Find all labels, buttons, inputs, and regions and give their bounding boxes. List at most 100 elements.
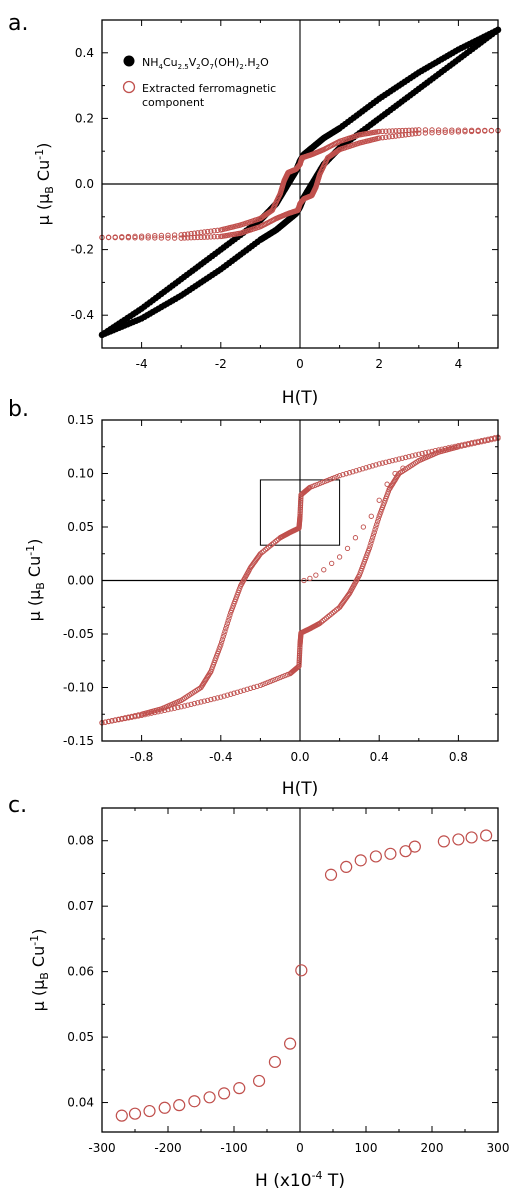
data-point-ferro-up <box>297 647 303 653</box>
data-point-ferro-up <box>488 436 495 443</box>
data-point-ferro-down <box>214 227 221 234</box>
data-point-ferro-down <box>224 620 231 626</box>
data-point-ferro-down <box>219 636 226 642</box>
data-point-ferro-up <box>191 234 198 241</box>
data-point-ferro-down <box>298 494 304 500</box>
data-point <box>268 1055 282 1069</box>
data-point-ferro-up <box>195 700 201 706</box>
data-point-ferro-up <box>168 706 174 712</box>
data-point-ferro-up <box>485 437 491 443</box>
data-point-ferro-up <box>373 524 379 530</box>
data-point-virgin <box>376 497 382 503</box>
data-point-ferro-up <box>142 711 148 718</box>
zoom-region-box <box>259 479 341 546</box>
data-point-ferro-up <box>482 438 488 444</box>
data-point-ferro-down <box>356 467 363 473</box>
data-point-ferro-up <box>409 131 415 137</box>
data-point-ferro-up <box>109 718 115 724</box>
data-point-ferro-up <box>135 713 141 719</box>
data-point-ferro-up <box>122 715 128 722</box>
y-tick-label: 0.08 <box>67 834 94 848</box>
data-point-ferro-down <box>152 233 158 239</box>
data-point-ferro-up <box>389 133 396 140</box>
legend-filled-circle-icon <box>123 55 135 67</box>
data-point-virgin <box>329 560 335 567</box>
data-point <box>218 1087 231 1100</box>
data-point <box>295 964 308 977</box>
data-point-virgin <box>392 470 398 477</box>
data-point <box>203 1091 216 1104</box>
data-point-ferro-up <box>260 681 266 688</box>
data-point-virgin <box>360 524 367 530</box>
data-point <box>252 1074 266 1088</box>
y-tick-label: -0.4 <box>71 308 94 322</box>
data-point-ferro-down <box>336 472 343 479</box>
panel-c-ticks: -300 -200 -100 0 100 200 300 0.04 0.05 0.06 0.07 0.… <box>67 807 510 1155</box>
data-point-ferro-up <box>282 672 288 679</box>
data-point <box>384 847 397 860</box>
x-tick-label: 4 <box>455 357 463 371</box>
data-point-ferro-up <box>455 444 462 450</box>
y-tick-label: 0.04 <box>67 1096 94 1110</box>
data-point-ferro-up <box>125 234 132 241</box>
data-point-ferro-down <box>312 482 318 489</box>
data-point-ferro-up <box>198 234 204 241</box>
y-tick-label: 0.06 <box>67 965 94 979</box>
data-point-ferro-down <box>218 639 225 645</box>
data-point-ferro-down <box>396 456 402 462</box>
panel-c-label: c. <box>8 793 27 818</box>
data-point-ferro-up <box>119 234 125 241</box>
panel-a-ticks: -4 -2 0 2 4 -0.4 -0.2 0.0 0.2 0.4 <box>71 19 499 371</box>
data-point-ferro-up <box>171 235 178 241</box>
panel-b-y-axis-label: μ (μB Cu-1) <box>24 539 47 622</box>
data-point-ferro-up <box>386 134 392 140</box>
y-tick-label: 0.15 <box>67 413 94 427</box>
data-point-ferro-up <box>492 436 498 442</box>
data-point <box>452 833 465 846</box>
data-point-ferro-up <box>265 679 271 686</box>
x-tick-label: 0 <box>296 357 304 371</box>
data-point-ferro-up <box>393 133 399 139</box>
data-point-ferro-up <box>462 442 468 448</box>
x-tick-label: 0.8 <box>449 750 468 764</box>
data-point-ferro-down <box>334 473 340 480</box>
data-point <box>480 829 493 842</box>
x-tick-label: 100 <box>355 1141 378 1155</box>
data-point-ferro-up <box>374 519 381 525</box>
data-point-ferro-up <box>132 235 138 241</box>
data-point-ferro-up <box>468 128 475 135</box>
data-point-ferro-up <box>262 680 268 687</box>
data-point-ferro-down <box>409 453 415 459</box>
data-point-ferro-up <box>459 443 465 449</box>
data-point-ferro-down <box>393 128 399 134</box>
data-point-ferro-down <box>158 232 165 239</box>
data-point-ferro-up <box>371 529 377 535</box>
data-point-virgin <box>352 535 359 541</box>
data-point-ferro-down <box>220 634 226 640</box>
data-point-ferro-up <box>165 706 171 713</box>
x-tick-label: 300 <box>487 1141 510 1155</box>
data-point-ferro-up <box>119 716 125 722</box>
data-point-virgin <box>307 575 313 582</box>
data-point-ferro-down <box>297 502 304 509</box>
data-point-ferro-up <box>158 235 165 241</box>
data-point-ferro-down <box>298 495 304 502</box>
data-point-ferro-down <box>386 458 392 465</box>
data-point-ferro-up <box>462 128 468 135</box>
data-point-ferro-down <box>228 609 234 616</box>
data-point-ferro-down <box>198 229 204 236</box>
x-tick-label: -200 <box>154 1141 181 1155</box>
data-point-ferro-up <box>165 235 171 241</box>
data-point <box>408 840 421 853</box>
legend-ferromagnetic-label-line2: component <box>142 96 205 109</box>
data-point-virgin <box>301 577 307 584</box>
data-point-ferro-up <box>402 132 409 138</box>
data-point-ferro-down <box>376 461 382 467</box>
data-point-ferro-up <box>185 702 191 708</box>
data-point-ferro-up <box>228 691 234 697</box>
data-point-ferro-up <box>188 235 194 241</box>
y-tick-label: 0.07 <box>67 899 94 913</box>
x-tick-label: -100 <box>220 1141 247 1155</box>
x-tick-label: 2 <box>375 357 383 371</box>
